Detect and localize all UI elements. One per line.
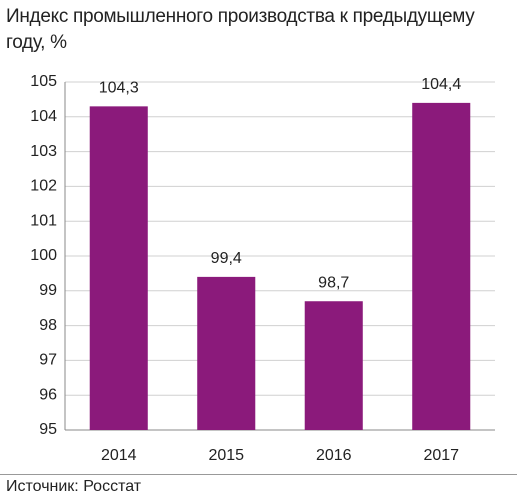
value-label: 104,3 [99,80,139,97]
y-tick-label: 100 [30,247,57,264]
y-tick-label: 105 [30,73,57,90]
chart: 95 96 97 98 99 100 101 102 103 104 105 2014 104,3 201… [30,73,495,464]
value-label: 104,4 [421,76,461,93]
x-tick-label: 2016 [316,447,352,464]
bar [304,301,363,430]
bar [197,276,256,430]
bar [412,102,471,430]
x-tick-label: 2017 [423,447,459,464]
y-tick-label: 97 [39,352,57,369]
y-tick-label: 103 [30,143,57,160]
y-tick-label: 95 [39,421,57,438]
value-label: 98,7 [318,274,349,291]
x-tick-label: 2015 [208,447,244,464]
bar [89,106,148,431]
chart-title: Индекс промышленного производства к пред… [6,6,475,53]
y-tick-label: 98 [39,317,57,334]
y-tick-label: 102 [30,178,57,195]
source-note: Источник: Росстат [6,478,142,495]
y-tick-label: 99 [39,282,57,299]
separator [0,474,517,475]
y-tick-label: 104 [30,108,57,125]
y-tick-label: 101 [30,212,57,229]
value-label: 99,4 [211,250,242,267]
y-tick-label: 96 [39,386,57,403]
x-tick-label: 2014 [101,447,137,464]
